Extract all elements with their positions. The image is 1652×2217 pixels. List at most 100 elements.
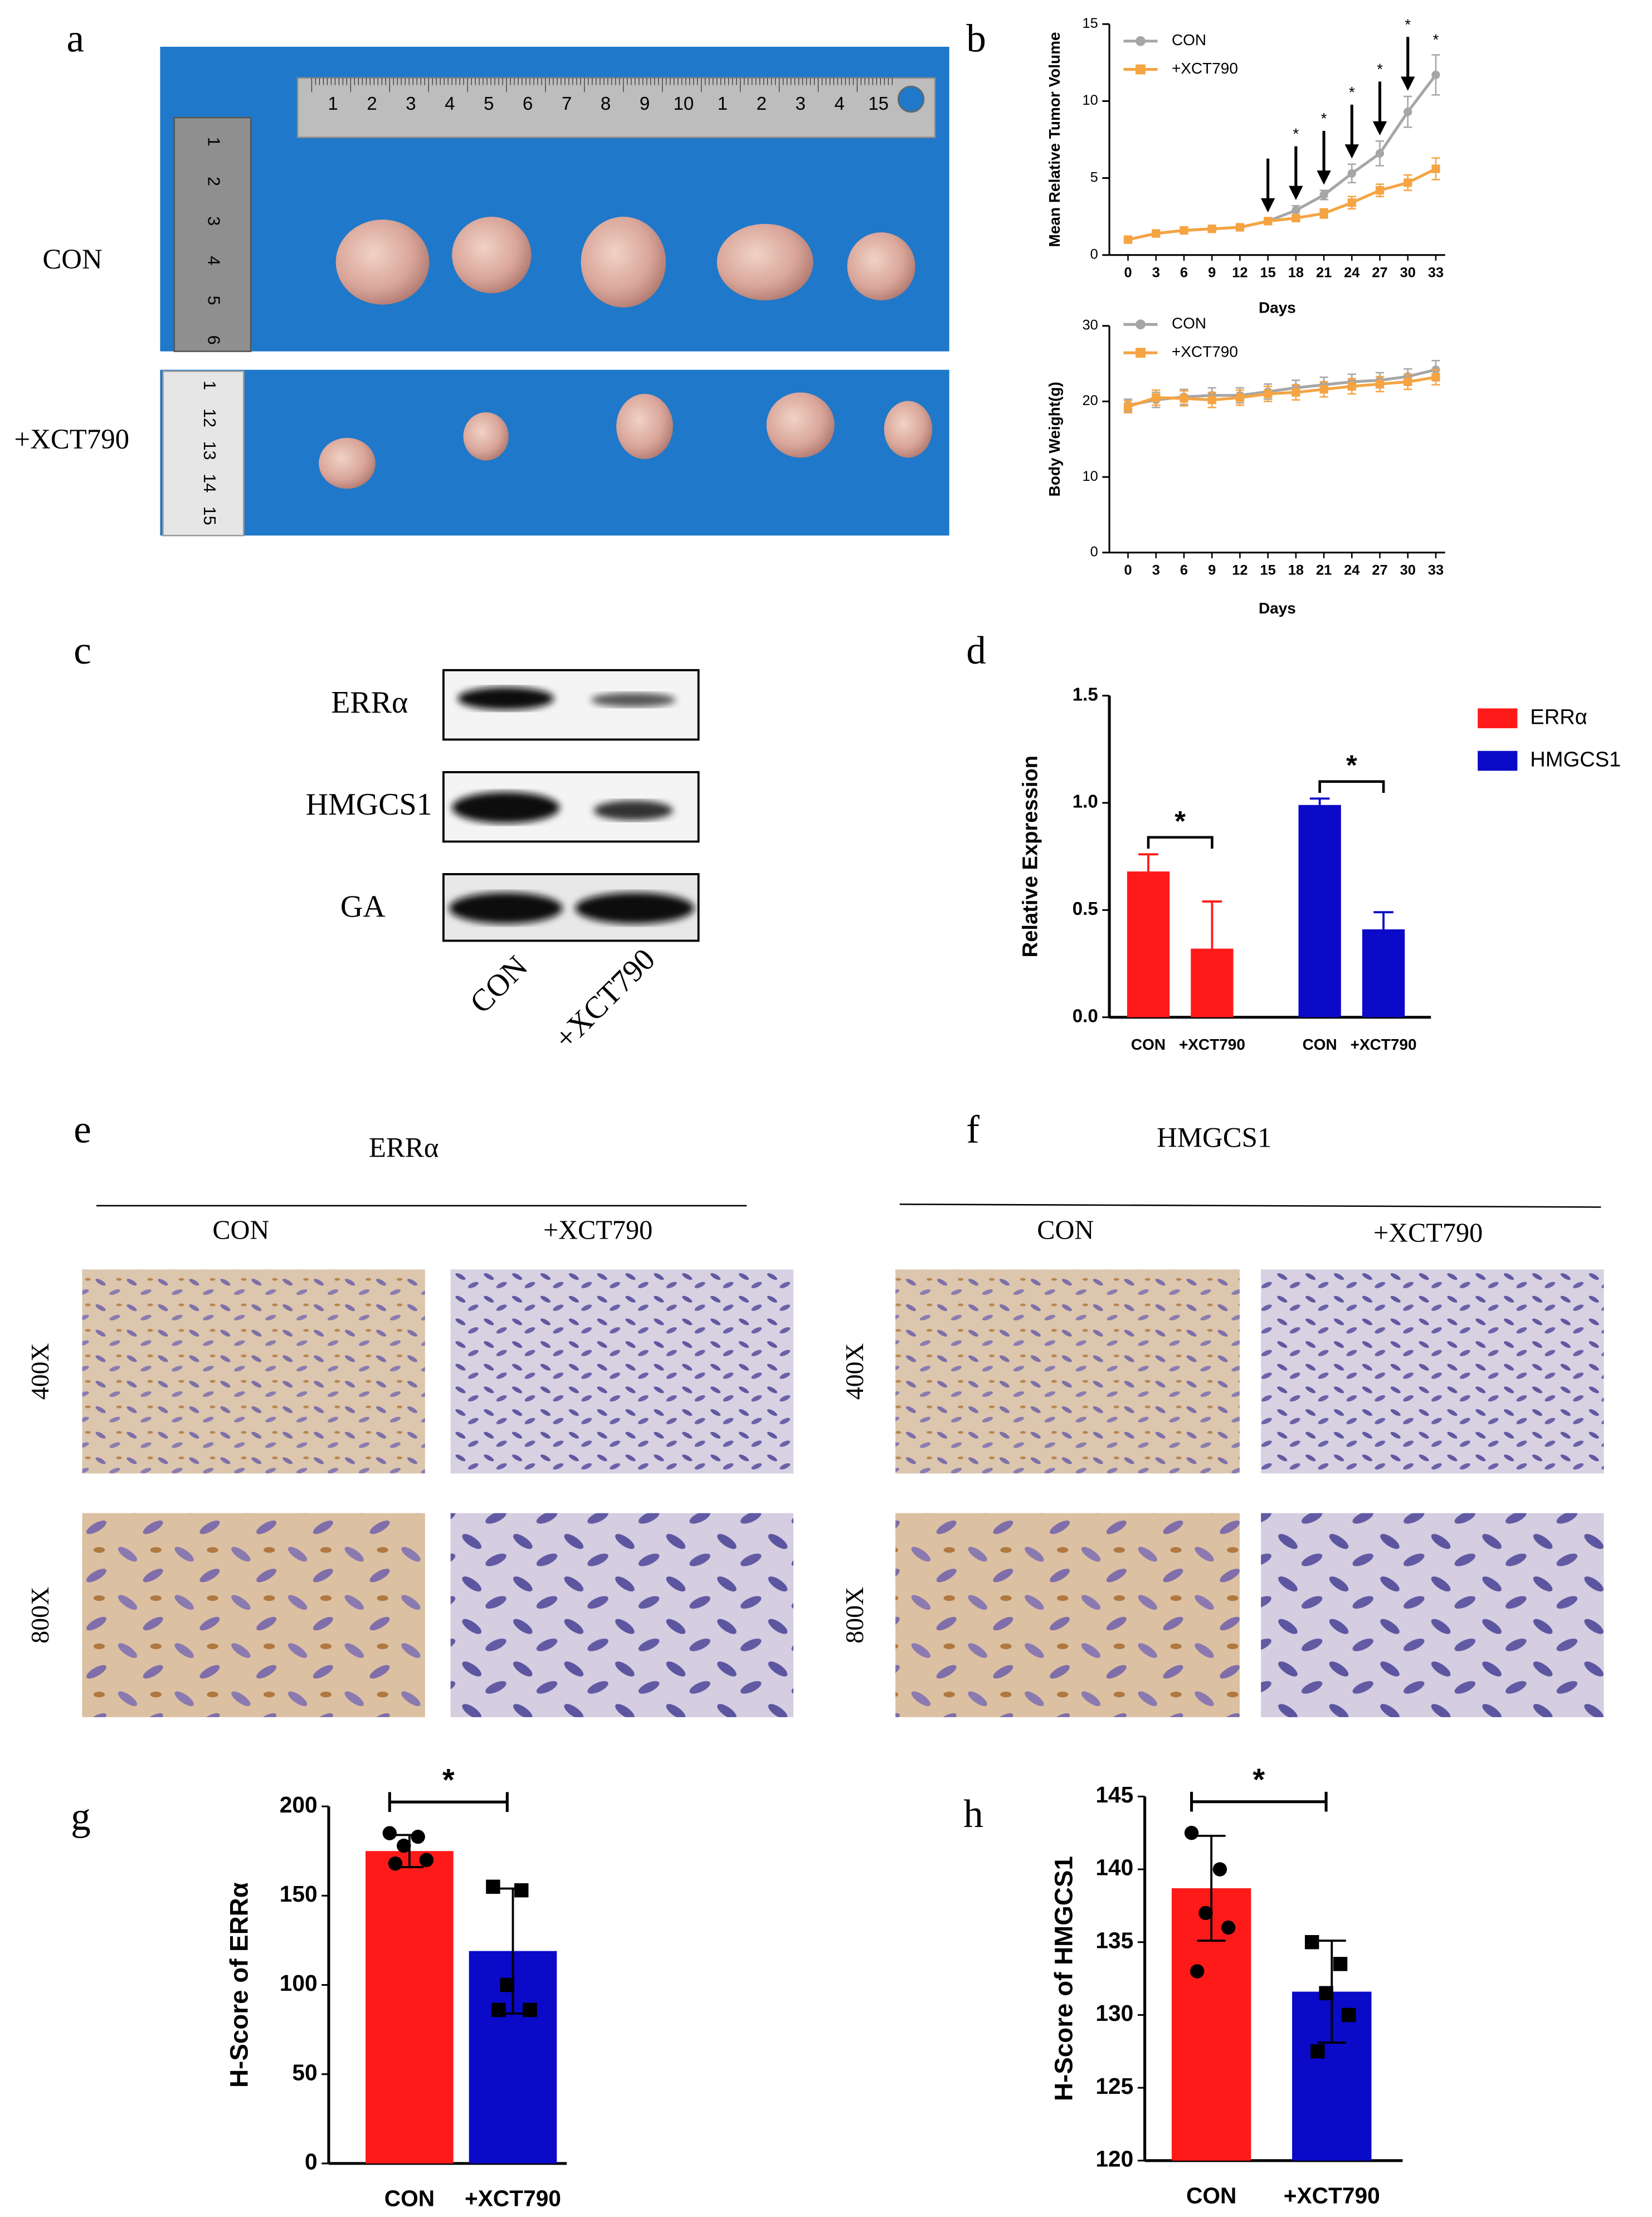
ruler bbox=[173, 116, 252, 352]
row-label: CON bbox=[42, 243, 102, 275]
marker bbox=[1404, 108, 1412, 116]
marker bbox=[1180, 226, 1188, 235]
data-point bbox=[1304, 1935, 1319, 1950]
bar bbox=[366, 1851, 454, 2164]
ruler-digit: 3 bbox=[406, 94, 416, 114]
legend-swatch bbox=[1478, 751, 1518, 771]
arrow-head bbox=[1289, 186, 1303, 201]
annotation: * bbox=[1433, 31, 1439, 48]
x-tick-label: 6 bbox=[1180, 562, 1188, 578]
marker bbox=[1207, 225, 1216, 233]
marker bbox=[1123, 402, 1133, 411]
row-label: 400X bbox=[26, 1343, 54, 1400]
tumor bbox=[884, 401, 933, 458]
ruler-digit: 2 bbox=[367, 94, 377, 114]
ruler-digit: 10 bbox=[674, 94, 694, 114]
ihc-image bbox=[1261, 1513, 1604, 1717]
ruler-digit: 1 bbox=[200, 381, 219, 390]
x-tick-label: CON bbox=[384, 2186, 435, 2211]
row-label: 800X bbox=[840, 1587, 869, 1644]
ihc-image bbox=[895, 1269, 1240, 1474]
panel-letters: a b c d e f g h bbox=[67, 17, 986, 1839]
x-tick-label: +XCT790 bbox=[1284, 2183, 1380, 2209]
data-point bbox=[1333, 1957, 1348, 1971]
ruler-digit: 9 bbox=[640, 94, 650, 114]
row-label: 400X bbox=[840, 1343, 869, 1400]
marker bbox=[1347, 382, 1356, 391]
y-tick-label: 0 bbox=[1090, 544, 1098, 559]
band bbox=[449, 892, 563, 924]
marker bbox=[1375, 149, 1385, 158]
x-tick-label: CON bbox=[1131, 1036, 1166, 1053]
tumor bbox=[847, 232, 915, 301]
x-tick-label: 15 bbox=[1260, 265, 1276, 280]
y-tick-label: 200 bbox=[280, 1792, 318, 1818]
y-tick-label: 125 bbox=[1095, 2073, 1133, 2099]
marker bbox=[1431, 164, 1440, 173]
ihc-image bbox=[82, 1513, 425, 1717]
x-tick-label: 24 bbox=[1344, 562, 1359, 578]
marker bbox=[1264, 217, 1273, 226]
data-point bbox=[1319, 1986, 1333, 2000]
panel-label: a bbox=[67, 17, 85, 61]
y-tick-label: 130 bbox=[1095, 2000, 1133, 2026]
x-axis-label: Days bbox=[1259, 299, 1296, 316]
y-tick-label: 0 bbox=[305, 2149, 318, 2175]
significance-label: * bbox=[1253, 1762, 1265, 1797]
arrow-head bbox=[1372, 121, 1387, 136]
series-line bbox=[1127, 74, 1437, 241]
tumor bbox=[616, 393, 673, 459]
bar bbox=[1362, 929, 1405, 1017]
data-point bbox=[1198, 1906, 1213, 1921]
tumor bbox=[452, 217, 532, 294]
marker bbox=[1404, 377, 1412, 386]
y-tick-label: 0.5 bbox=[1073, 899, 1098, 919]
bar bbox=[1127, 871, 1170, 1017]
ruler-digit: 8 bbox=[601, 94, 611, 114]
ihc-image bbox=[82, 1269, 425, 1474]
marker bbox=[1404, 178, 1412, 187]
annotation: * bbox=[1293, 125, 1299, 143]
x-tick-label: CON bbox=[1303, 1036, 1337, 1053]
ruler-digit: 4 bbox=[834, 94, 844, 114]
ruler-digit: 6 bbox=[523, 94, 533, 114]
row-label: +XCT790 bbox=[14, 423, 129, 455]
lane-label: +XCT790 bbox=[548, 942, 662, 1056]
data-point bbox=[1184, 1825, 1199, 1840]
photo-background bbox=[160, 369, 949, 536]
ruler-digit: 3 bbox=[796, 94, 806, 114]
y-tick-label: 135 bbox=[1095, 1927, 1133, 1953]
ruler-digit: 2 bbox=[757, 94, 767, 114]
ruler-digit: 1 bbox=[328, 94, 338, 114]
data-point bbox=[411, 1829, 425, 1844]
marker bbox=[1347, 169, 1356, 178]
legend-label: CON bbox=[1172, 31, 1206, 48]
legend-label: CON bbox=[1172, 315, 1206, 332]
panel-label: b bbox=[966, 17, 986, 61]
data-point bbox=[397, 1838, 411, 1853]
y-tick-label: 50 bbox=[292, 2059, 317, 2085]
x-tick-label: 0 bbox=[1124, 562, 1132, 578]
marker bbox=[1319, 191, 1328, 199]
legend-swatch bbox=[1478, 708, 1518, 729]
marker bbox=[1431, 373, 1440, 382]
y-tick-label: 10 bbox=[1082, 469, 1098, 484]
ruler-digit: 13 bbox=[200, 441, 219, 460]
ruler-digit: 4 bbox=[445, 94, 455, 114]
data-point bbox=[486, 1879, 500, 1894]
tumor bbox=[463, 412, 509, 461]
arrow-head bbox=[1260, 198, 1275, 213]
ihc-image bbox=[895, 1513, 1240, 1717]
y-tick-label: 1.5 bbox=[1073, 684, 1098, 705]
y-axis-label: Relative Expression bbox=[1018, 756, 1042, 957]
chart: 0 5 10 15 Mean Relative Tumor Volume 0 3 6 9 12 15… bbox=[1046, 16, 1445, 316]
significance-bracket bbox=[1318, 780, 1385, 793]
column-label: CON bbox=[1037, 1215, 1094, 1245]
y-tick-label: 150 bbox=[280, 1881, 318, 1907]
x-tick-label: 30 bbox=[1400, 265, 1416, 280]
panel-label: e bbox=[74, 1108, 91, 1152]
marker bbox=[1152, 229, 1161, 238]
y-tick-label: 20 bbox=[1082, 393, 1098, 408]
panel-label: d bbox=[966, 629, 986, 673]
